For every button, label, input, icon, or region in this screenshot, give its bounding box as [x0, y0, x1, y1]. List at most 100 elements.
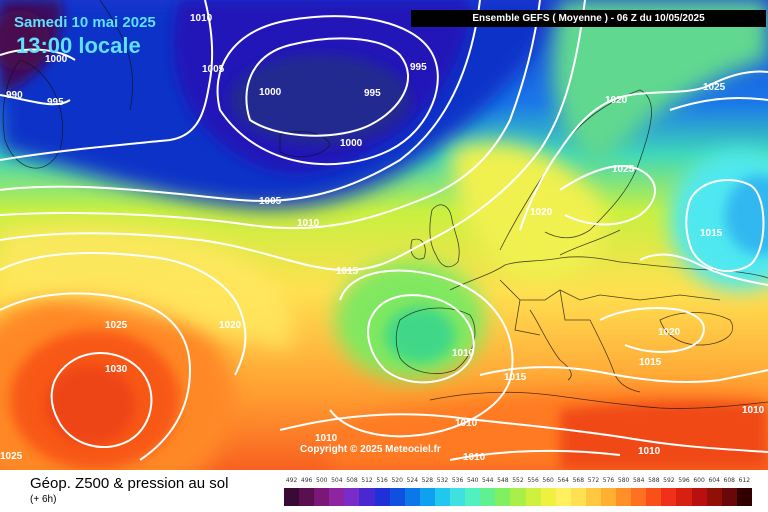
legend-value: 572 [587, 477, 600, 484]
legend-value: 596 [678, 477, 690, 484]
legend-value: 508 [346, 477, 358, 484]
legend-swatch [299, 488, 315, 506]
legend-swatch [314, 488, 330, 506]
legend-swatch [525, 488, 541, 506]
isobar-label: 990 [6, 90, 23, 101]
forecast-local-time: 13:00 locale [16, 33, 141, 58]
isobar-label: 1010 [190, 13, 213, 24]
legend-swatch [721, 488, 737, 506]
legend-value: 612 [738, 477, 751, 484]
isobar-label: 1000 [45, 54, 68, 65]
legend-value: 520 [391, 477, 403, 484]
forecast-step: (+ 6h) [30, 494, 57, 505]
isobar-label: 1025 [612, 164, 635, 175]
geopotential-shading [0, 0, 768, 470]
isobar-label: 1005 [202, 64, 225, 75]
isobar-label: 1020 [605, 95, 628, 106]
isobar-label: 1010 [463, 452, 486, 463]
legend-value: 580 [617, 477, 630, 484]
isobar-label: 1025 [0, 451, 23, 462]
legend-value: 608 [723, 477, 735, 484]
legend-value: 584 [632, 477, 645, 484]
legend-value: 600 [693, 477, 705, 484]
legend-labels: 492 496 500 504 508 512 516 520 524 528 532 536 540 5… [284, 476, 752, 485]
isobar-label: 1010 [455, 418, 478, 429]
legend-value: 532 [436, 477, 449, 484]
copyright-notice: Copyright © 2025 Meteociel.fr [300, 444, 441, 455]
legend-swatch [600, 488, 617, 506]
legend-swatch [359, 488, 375, 506]
legend-swatch [344, 488, 360, 506]
legend-value: 544 [482, 477, 494, 484]
legend-value: 588 [648, 477, 660, 484]
isobar-label: 1010 [452, 348, 475, 359]
legend-value: 492 [285, 477, 298, 484]
legend-swatch [646, 488, 662, 506]
isobar-label: 995 [410, 62, 427, 73]
legend-value: 548 [497, 477, 509, 484]
parameter-title: Géop. Z500 & pression au sol [30, 475, 229, 492]
isobar-label: 1025 [703, 82, 726, 93]
legend-swatch [661, 488, 677, 506]
isobar-label: 1010 [742, 405, 765, 416]
legend-value: 496 [300, 477, 313, 484]
legend-swatch [585, 488, 601, 506]
isobar-label: 1000 [340, 138, 363, 149]
legend-swatch [691, 488, 707, 506]
legend-swatch [465, 488, 481, 506]
isobar-label: 1020 [530, 207, 553, 218]
isobar-label: 1015 [504, 372, 527, 383]
legend-value: 568 [572, 477, 585, 484]
legend-value: 516 [376, 477, 388, 484]
legend-swatch [570, 488, 586, 506]
legend-swatch [555, 488, 571, 506]
isobar-label: 1015 [336, 266, 359, 277]
isobar-label: 1005 [259, 196, 282, 207]
legend-swatch [616, 488, 632, 506]
legend-swatch [495, 488, 511, 506]
legend-swatch [736, 488, 752, 506]
legend-value: 536 [451, 477, 464, 484]
legend-value: 604 [708, 477, 720, 484]
legend-value: 524 [406, 477, 419, 484]
isobar-labels: 1010 1000 1005 990 995 1000 995 995 1000… [0, 13, 765, 463]
isobar-label: 1030 [105, 364, 128, 375]
geopotential-map-svg: 1010 1000 1005 990 995 1000 995 995 1000… [0, 0, 768, 470]
legend-value: 528 [421, 477, 434, 484]
legend-swatch [540, 488, 556, 506]
legend-color-bar [284, 488, 752, 506]
weather-map: 1010 1000 1005 990 995 1000 995 995 1000… [0, 0, 768, 470]
isobar-label: 1000 [259, 87, 282, 98]
legend-swatch [631, 488, 647, 506]
legend-value: 560 [542, 477, 554, 484]
isobars [0, 0, 768, 460]
legend-value: 504 [331, 477, 343, 484]
legend-value: 556 [527, 477, 539, 484]
legend-value: 500 [316, 477, 328, 484]
isobar-label: 1020 [658, 327, 681, 338]
legend-swatch [510, 488, 526, 506]
isobar-label: 1015 [700, 228, 723, 239]
legend-value: 512 [361, 477, 373, 484]
legend-value: 564 [557, 477, 569, 484]
legend-swatch [676, 488, 692, 506]
legend-swatch [706, 488, 722, 506]
legend-swatch [419, 488, 435, 506]
legend-swatch [329, 488, 345, 506]
isobar-label: 995 [47, 97, 64, 108]
isobar-label: 995 [364, 88, 381, 99]
legend-value: 592 [663, 477, 675, 484]
legend-swatch [480, 488, 496, 506]
isobar-label: 1020 [219, 320, 242, 331]
isobar-label: 1010 [315, 433, 338, 444]
legend-value: 552 [512, 477, 524, 484]
legend-swatch [434, 488, 451, 506]
legend-swatch [389, 488, 405, 506]
isobar-label: 1015 [639, 357, 662, 368]
isobar-label: 1010 [638, 446, 661, 457]
legend-swatch [284, 488, 300, 506]
isobar-label: 1010 [297, 218, 320, 229]
map-footer: Géop. Z500 & pression au sol (+ 6h) 492 4… [0, 470, 768, 512]
color-legend: 492 496 500 504 508 512 516 520 524 528 532 536 540 5… [284, 476, 752, 506]
legend-swatch [374, 488, 390, 506]
